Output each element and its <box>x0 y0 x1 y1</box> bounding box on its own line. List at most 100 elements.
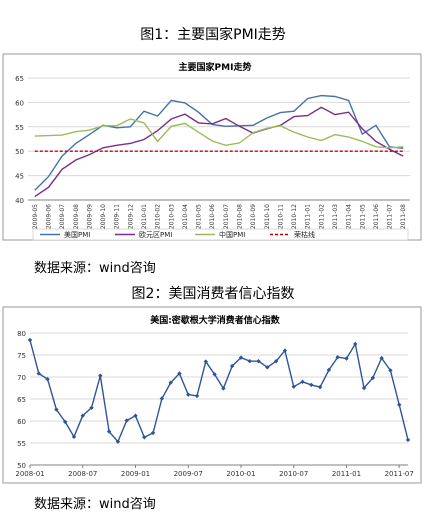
chart1-y-tick-label: 65 <box>15 75 24 83</box>
chart1-x-tick-label: 2011-05 <box>359 204 366 229</box>
chart2-data-point <box>405 437 411 443</box>
chart2-data-point <box>80 413 85 418</box>
chart2-data-point <box>54 407 59 412</box>
chart2-data-point <box>27 337 33 343</box>
chart1-x-tick-label: 2010-07 <box>223 204 230 229</box>
chart2-data-point <box>291 384 296 389</box>
chart1-x-tick-label: 2009-07 <box>59 204 66 229</box>
figure1-chart-panel: 主要国家PMI走势 40 45 50 55 60 65 2009-05 2009-06 2009… <box>0 52 426 242</box>
chart1-x-tick-label: 2010-10 <box>264 204 271 229</box>
chart2-data-point <box>238 355 244 360</box>
chart2-data-point <box>397 402 402 407</box>
figure2-chart-panel: 美国:密歇根大学消费者信心指数 50 55 60 65 70 75 80 2008-01 200… <box>0 305 426 485</box>
chart1-y-tick-label: 60 <box>15 99 24 107</box>
chart1-x-tick-label: 2009-11 <box>114 204 121 229</box>
figure2-caption: 图2：美国消费者信心指数 <box>131 286 295 302</box>
chart1-x-tick-label: 2009-08 <box>73 204 80 229</box>
chart2-x-tick-label: 2008-01 <box>15 470 44 478</box>
chart1-x-tick-label: 2010-01 <box>141 204 148 229</box>
chart2-data-point <box>203 359 209 364</box>
chart2-data-point <box>229 363 235 369</box>
chart1-title: 主要国家PMI走势 <box>179 61 252 73</box>
chart2-data-point <box>115 439 121 444</box>
figure1-caption: 图1：主要国家PMI走势 <box>140 27 286 43</box>
chart1-x-tick-label: 2010-08 <box>236 204 243 229</box>
pmi-line-chart: 主要国家PMI走势 40 45 50 55 60 65 2009-05 2009-06 2009… <box>2 53 422 241</box>
chart2-data-point <box>159 396 165 401</box>
chart2-data-point <box>273 358 279 364</box>
chart2-data-point <box>265 365 270 370</box>
chart1-series-line <box>34 118 404 149</box>
chart1-x-tick-label: 2011-07 <box>387 204 394 229</box>
chart2-data-point <box>142 435 147 440</box>
chart2-data-point <box>317 384 323 390</box>
figure1-source: 数据来源：wind咨询 <box>34 261 156 276</box>
chart2-data-point <box>124 418 129 423</box>
chart2-data-point <box>221 386 226 391</box>
chart2-data-point <box>89 405 94 410</box>
chart2-data-point <box>326 367 332 373</box>
chart2-x-tick-label: 2009-07 <box>174 470 203 478</box>
chart2-y-tick-label: 80 <box>17 330 26 338</box>
chart2-y-tick-label: 70 <box>17 374 26 382</box>
chart2-data-point <box>361 385 367 391</box>
chart2-data-point <box>300 379 305 385</box>
chart2-data-point <box>212 372 217 377</box>
chart2-x-tick-label: 2010-01 <box>226 470 255 478</box>
chart2-data-point <box>98 373 103 378</box>
chart1-x-tick-label: 2010-05 <box>196 204 203 229</box>
chart2-data-point <box>344 356 349 361</box>
chart1-x-tick-label: 2011-08 <box>400 204 407 229</box>
chart1-y-tick-label: 45 <box>15 173 24 181</box>
chart1-x-tick-label: 2011-03 <box>332 204 339 229</box>
chart2-data-point <box>388 368 393 373</box>
chart1-x-tick-label: 2011-01 <box>305 204 312 229</box>
chart1-series-line <box>34 94 404 191</box>
chart1-x-tick-label: 2009-09 <box>86 204 93 229</box>
chart2-x-tick-label: 2009-01 <box>121 470 150 478</box>
chart2-data-point <box>150 430 156 436</box>
chart2-data-point <box>335 355 340 360</box>
chart1-x-tick-label: 2010-12 <box>291 204 298 229</box>
chart1-x-tick-label: 2011-02 <box>318 204 325 229</box>
chart1-legend-label: 美国PMI <box>64 230 90 239</box>
chart1-x-tick-label: 2010-02 <box>155 204 162 229</box>
chart2-data-point <box>168 380 173 385</box>
chart1-x-tick-label: 2009-05 <box>32 204 39 229</box>
chart2-data-point <box>247 358 252 364</box>
chart1-y-tick-label: 55 <box>15 124 24 132</box>
chart2-frame <box>2 306 422 484</box>
chart1-legend-label: 荣枯线 <box>294 230 315 239</box>
chart2-data-point <box>45 377 50 382</box>
chart1-x-tick-label: 2010-11 <box>277 204 284 229</box>
chart2-y-tick-label: 55 <box>17 440 26 448</box>
chart2-x-tick-label: 2011-01 <box>332 470 361 478</box>
chart1-legend-label: 欧元区PMI <box>139 230 172 239</box>
chart1-x-tick-label: 2011-04 <box>346 204 353 229</box>
chart1-x-tick-label: 2010-03 <box>168 204 175 229</box>
chart2-data-point <box>106 429 112 434</box>
chart2-data-point <box>309 382 314 388</box>
chart2-y-tick-label: 65 <box>17 396 26 404</box>
chart2-title: 美国:密歇根大学消费者信心指数 <box>150 314 281 326</box>
chart2-data-point <box>194 393 200 399</box>
chart2-data-point <box>379 355 384 361</box>
chart1-x-tick-label: 2009-06 <box>45 204 52 229</box>
chart1-x-tick-label: 2009-12 <box>127 204 134 229</box>
chart2-y-tick-label: 75 <box>17 352 26 360</box>
chart1-y-tick-label: 50 <box>15 148 24 156</box>
chart2-y-tick-label: 60 <box>17 418 26 426</box>
chart2-data-point <box>370 375 376 381</box>
chart2-data-point <box>133 413 138 418</box>
chart2-data-point <box>186 392 191 397</box>
chart1-legend-box <box>32 228 409 241</box>
chart2-y-tick-label: 50 <box>17 462 26 470</box>
consumer-confidence-line-chart: 美国:密歇根大学消费者信心指数 50 55 60 65 70 75 80 2008-01 200… <box>2 306 422 484</box>
chart1-x-tick-label: 2010-09 <box>250 204 257 229</box>
chart2-data-point <box>353 341 358 347</box>
chart1-x-tick-label: 2011-06 <box>373 204 380 229</box>
chart2-data-point <box>36 371 41 376</box>
figure2-source: 数据来源：wind咨询 <box>34 497 156 512</box>
chart1-x-tick-label: 2009-10 <box>100 204 107 229</box>
chart2-data-point <box>256 358 261 364</box>
